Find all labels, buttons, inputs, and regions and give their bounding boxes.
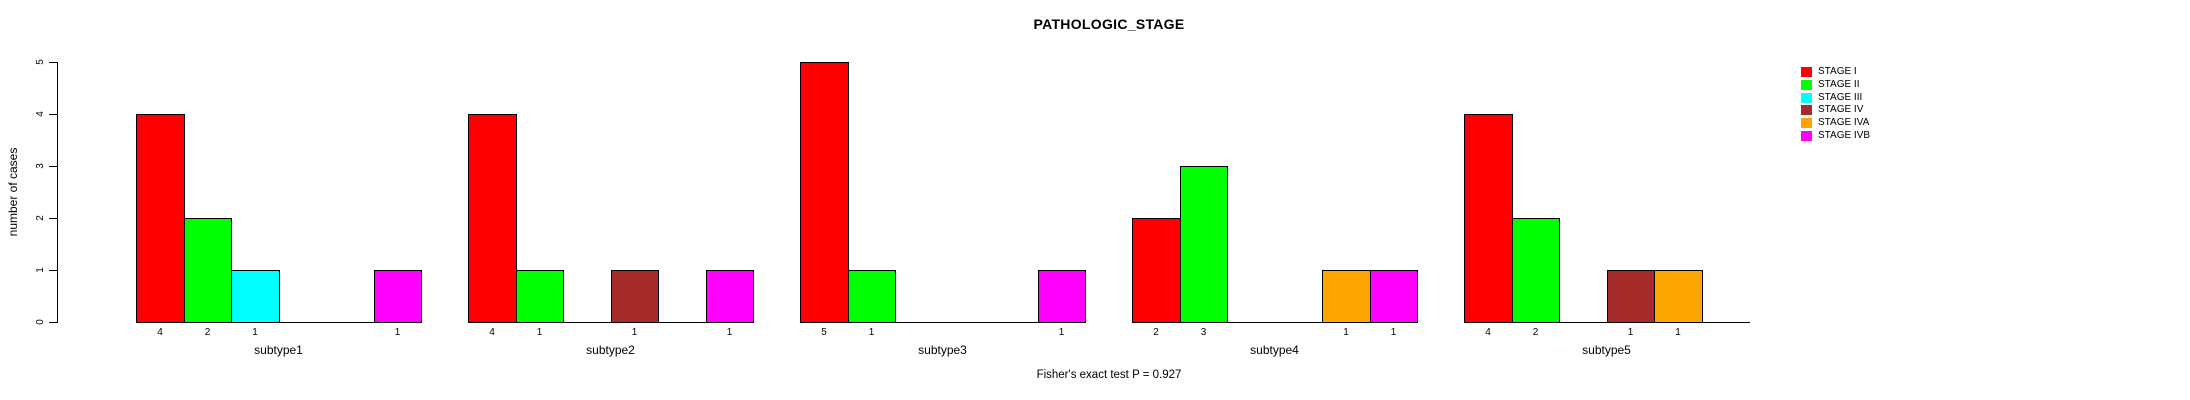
- x-category-label-subtype4: subtype4: [1250, 343, 1299, 357]
- y-tick: [49, 218, 57, 219]
- bar-subtype1-stage-ivb: [374, 270, 422, 323]
- bar-value-label: 1: [394, 327, 401, 338]
- bar-value-label: 1: [1627, 327, 1634, 338]
- legend-item-label: STAGE I: [1818, 66, 1857, 78]
- bar-subtype5-stage-iva: [1654, 270, 1703, 323]
- x-category-label-subtype5: subtype5: [1582, 343, 1631, 357]
- bar-value-label: 1: [726, 327, 733, 338]
- y-tick-label: 3: [35, 163, 46, 169]
- y-tick-label: 4: [35, 111, 46, 117]
- x-category-label-subtype2: subtype2: [586, 343, 635, 357]
- x-category-label-subtype1: subtype1: [254, 343, 303, 357]
- legend-swatch-icon: [1801, 67, 1812, 78]
- legend-item-stage-ii: STAGE II: [1801, 79, 1870, 92]
- legend-item-label: STAGE III: [1818, 91, 1863, 103]
- bar-subtype1-stage-i: [136, 114, 185, 323]
- bar-value-label: 4: [489, 327, 495, 338]
- bar-subtype1-stage-ii: [184, 218, 232, 323]
- y-axis-line: [57, 62, 58, 323]
- bar-value-label: 5: [821, 327, 827, 338]
- legend-item-stage-iva: STAGE IVA: [1801, 117, 1870, 130]
- bar-value-label: 1: [252, 327, 258, 338]
- bar-value-label: 1: [1675, 327, 1681, 338]
- y-tick: [49, 166, 57, 167]
- bar-subtype3-stage-ivb: [1038, 270, 1086, 323]
- bar-subtype2-stage-i: [468, 114, 517, 323]
- bar-subtype5-stage-ii: [1512, 218, 1560, 323]
- y-tick: [49, 114, 57, 115]
- bar-subtype4-stage-ii: [1180, 166, 1228, 323]
- legend-swatch-icon: [1801, 92, 1812, 103]
- bar-subtype4-stage-i: [1132, 218, 1181, 323]
- legend-item-stage-iii: STAGE III: [1801, 91, 1870, 104]
- legend-item-stage-i: STAGE I: [1801, 66, 1870, 79]
- bar-value-label: 1: [1390, 327, 1397, 338]
- legend-item-label: STAGE IVA: [1818, 117, 1870, 129]
- legend-item-stage-ivb: STAGE IVB: [1801, 129, 1870, 142]
- legend-item-label: STAGE II: [1818, 79, 1860, 91]
- legend-item-label: STAGE IVB: [1818, 129, 1871, 141]
- fisher-test-annotation: Fisher's exact test P = 0.927: [1036, 369, 1182, 381]
- legend-swatch-icon: [1801, 80, 1812, 91]
- bar-subtype1-stage-iii: [231, 270, 280, 323]
- bar-value-label: 2: [204, 327, 211, 338]
- bar-value-label: 2: [1153, 327, 1159, 338]
- chart-title: PATHOLOGIC_STAGE: [1033, 16, 1185, 32]
- x-axis-line-subtype4: [1132, 322, 1418, 323]
- y-tick: [49, 322, 57, 323]
- y-axis-label: number of cases: [6, 147, 20, 237]
- bar-value-label: 1: [631, 327, 638, 338]
- bar-value-label: 1: [868, 327, 875, 338]
- x-axis-line-subtype3: [800, 322, 1086, 323]
- legend-item-label: STAGE IV: [1818, 104, 1864, 116]
- x-category-label-subtype3: subtype3: [918, 343, 967, 357]
- legend-swatch-icon: [1801, 130, 1812, 141]
- bar-value-label: 1: [536, 327, 543, 338]
- bar-subtype5-stage-iv: [1607, 270, 1655, 323]
- bar-subtype3-stage-ii: [848, 270, 896, 323]
- legend-swatch-icon: [1801, 118, 1812, 129]
- y-tick-label: 2: [35, 215, 46, 221]
- y-tick-label: 1: [35, 267, 46, 273]
- bar-subtype2-stage-ii: [516, 270, 564, 323]
- bar-value-label: 2: [1532, 327, 1539, 338]
- y-tick: [49, 62, 57, 63]
- legend: STAGE I STAGE II STAGE III STAGE IV STAGE IV…: [1801, 66, 1870, 142]
- bar-subtype4-stage-iva: [1322, 270, 1371, 323]
- bar-subtype2-stage-ivb: [706, 270, 754, 323]
- bar-value-label: 1: [1058, 327, 1065, 338]
- legend-swatch-icon: [1801, 105, 1812, 116]
- y-tick-label: 5: [35, 59, 46, 65]
- bar-subtype4-stage-ivb: [1370, 270, 1418, 323]
- legend-item-stage-iv: STAGE IV: [1801, 104, 1870, 117]
- bar-value-label: 3: [1200, 327, 1207, 338]
- y-tick-label: 0: [35, 319, 46, 325]
- y-tick: [49, 270, 57, 271]
- bar-subtype2-stage-iv: [611, 270, 659, 323]
- bar-subtype3-stage-i: [800, 62, 849, 323]
- bar-value-label: 1: [1343, 327, 1349, 338]
- bar-subtype5-stage-i: [1464, 114, 1513, 323]
- bar-value-label: 4: [157, 327, 163, 338]
- bar-value-label: 4: [1485, 327, 1491, 338]
